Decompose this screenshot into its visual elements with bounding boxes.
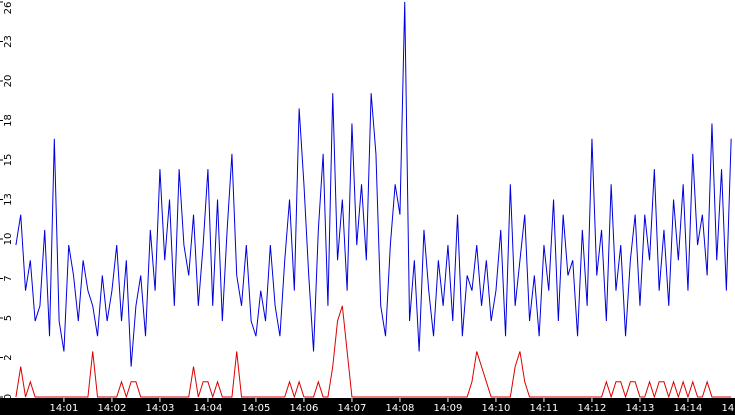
y-tick-label: 7 [3, 275, 14, 281]
x-tick-label: 14:05 [242, 403, 271, 414]
y-tick-label: 0 [3, 394, 14, 400]
x-axis-strip [0, 398, 735, 415]
x-tick-label: 14:08 [386, 403, 415, 414]
x-tick-label: 14:10 [482, 403, 511, 414]
plot-area [0, 0, 735, 398]
y-tick-label: 10 [3, 233, 14, 246]
x-tick-label: 14:15 [722, 403, 735, 414]
series-line [15, 1, 732, 367]
y-tick-label: 20 [3, 75, 14, 88]
x-tick-label: 14:13 [626, 403, 655, 414]
y-tick-label: 23 [3, 35, 14, 48]
x-tick-label: 14:14 [674, 403, 703, 414]
x-tick-label: 14:02 [98, 403, 127, 414]
y-tick-label: 2 [3, 354, 14, 360]
y-tick-label: 15 [3, 154, 14, 167]
x-tick-label: 14:04 [194, 403, 223, 414]
x-tick-label: 14:07 [338, 403, 367, 414]
y-tick-label: 13 [3, 193, 14, 206]
x-tick-label: 14:12 [578, 403, 607, 414]
x-tick-label: 14:06 [290, 403, 319, 414]
x-tick-label: 14:09 [434, 403, 463, 414]
y-tick-label: 26 [3, 2, 14, 15]
y-tick-label: 5 [3, 315, 14, 321]
series-line [15, 305, 732, 399]
x-tick-label: 14:11 [530, 403, 559, 414]
x-tick-label: 14:03 [146, 403, 175, 414]
y-tick-label: 18 [3, 114, 14, 127]
x-tick-label: 14:01 [50, 403, 79, 414]
